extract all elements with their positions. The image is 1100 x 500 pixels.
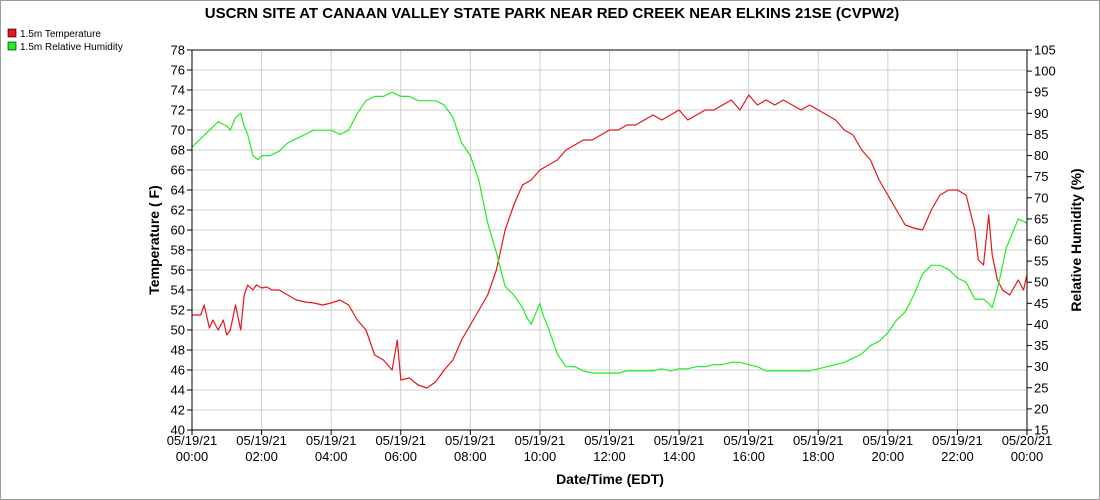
right-tick-label: 20 (1034, 401, 1048, 416)
left-tick-label: 58 (171, 243, 185, 258)
right-tick-label: 70 (1034, 190, 1048, 205)
x-tick-date: 05/19/21 (654, 433, 705, 448)
right-tick-label: 65 (1034, 211, 1048, 226)
right-tick-label: 105 (1034, 43, 1056, 58)
right-tick-label: 15 (1034, 423, 1048, 438)
left-tick-label: 54 (171, 283, 185, 298)
right-tick-label: 35 (1034, 338, 1048, 353)
right-tick-label: 55 (1034, 254, 1048, 269)
x-tick-time: 08:00 (454, 449, 487, 464)
left-tick-label: 78 (171, 43, 185, 58)
right-tick-label: 75 (1034, 169, 1048, 184)
right-tick-label: 95 (1034, 85, 1048, 100)
x-tick-time: 16:00 (732, 449, 765, 464)
x-tick-date: 05/19/21 (584, 433, 635, 448)
x-tick-date: 05/19/21 (445, 433, 496, 448)
left-axis-ticks: 40 42 44 46 48 50 52 54 56 58 60 62 64 66 68 70 72 74 76 78 (171, 43, 192, 438)
x-tick-time: 06:00 (384, 449, 417, 464)
legend: 1.5m Temperature 1.5m Relative Humidity (7, 28, 123, 53)
left-axis-title: Temperature ( F) (146, 185, 162, 294)
x-tick-time: 12:00 (593, 449, 626, 464)
x-tick-time: 00:00 (1011, 449, 1044, 464)
left-tick-label: 76 (171, 63, 185, 78)
left-tick-label: 72 (171, 103, 185, 118)
right-tick-label: 30 (1034, 359, 1048, 374)
right-tick-label: 40 (1034, 317, 1048, 332)
right-axis-title: Relative Humidity (%) (1068, 168, 1084, 311)
left-tick-label: 42 (171, 403, 185, 418)
x-tick-date: 05/19/21 (167, 433, 218, 448)
left-tick-label: 70 (171, 123, 185, 138)
x-tick-date: 05/19/21 (723, 433, 774, 448)
series-lines (191, 91, 1028, 389)
x-tick-time: 04:00 (315, 449, 348, 464)
right-tick-label: 60 (1034, 233, 1048, 248)
left-tick-label: 40 (171, 423, 185, 438)
x-tick-time: 02:00 (245, 449, 278, 464)
left-tick-label: 46 (171, 363, 185, 378)
x-tick-time: 22:00 (941, 449, 974, 464)
plot-area-border (191, 49, 1028, 431)
left-tick-label: 62 (171, 203, 185, 218)
x-tick-date: 05/19/21 (863, 433, 914, 448)
right-tick-label: 45 (1034, 296, 1048, 311)
x-tick-date: 05/19/21 (932, 433, 983, 448)
right-axis-ticks: 15 20 25 30 35 40 45 50 55 60 65 70 75 80 85 90 95 100 105 (1027, 43, 1056, 438)
x-tick-time: 14:00 (663, 449, 696, 464)
x-tick-date: 05/19/21 (236, 433, 287, 448)
legend-swatch-temperature (7, 28, 17, 38)
gridlines (191, 49, 1028, 431)
left-tick-label: 52 (171, 303, 185, 318)
right-tick-label: 80 (1034, 148, 1048, 163)
left-tick-label: 66 (171, 163, 185, 178)
x-tick-time: 18:00 (802, 449, 835, 464)
legend-swatch-humidity (7, 41, 17, 51)
right-tick-label: 90 (1034, 106, 1048, 121)
legend-label-humidity: 1.5m Relative Humidity (20, 42, 123, 53)
x-tick-time: 00:00 (176, 449, 209, 464)
left-tick-label: 60 (171, 223, 185, 238)
x-tick-date: 05/20/21 (1002, 433, 1053, 448)
x-axis-ticks: 05/19/2100:0005/19/2102:0005/19/2104:000… (167, 430, 1053, 464)
x-tick-date: 05/19/21 (515, 433, 566, 448)
humidity-line (191, 91, 1028, 374)
x-axis-title: Date/Time (EDT) (556, 471, 664, 487)
left-tick-label: 64 (171, 183, 185, 198)
x-tick-time: 20:00 (872, 449, 905, 464)
right-tick-label: 25 (1034, 380, 1048, 395)
left-tick-label: 74 (171, 83, 185, 98)
left-tick-label: 50 (171, 323, 185, 338)
x-tick-date: 05/19/21 (375, 433, 426, 448)
x-tick-time: 10:00 (524, 449, 557, 464)
right-tick-label: 50 (1034, 275, 1048, 290)
legend-label-temperature: 1.5m Temperature (20, 29, 101, 40)
right-tick-label: 100 (1034, 64, 1056, 79)
left-tick-label: 48 (171, 343, 185, 358)
right-tick-label: 85 (1034, 127, 1048, 142)
left-tick-label: 56 (171, 263, 185, 278)
temperature-line (192, 94, 1028, 389)
left-tick-label: 44 (171, 383, 185, 398)
x-tick-date: 05/19/21 (793, 433, 844, 448)
x-tick-date: 05/19/21 (306, 433, 357, 448)
chart-title: USCRN SITE AT CANAAN VALLEY STATE PARK N… (205, 5, 900, 22)
left-tick-label: 68 (171, 143, 185, 158)
